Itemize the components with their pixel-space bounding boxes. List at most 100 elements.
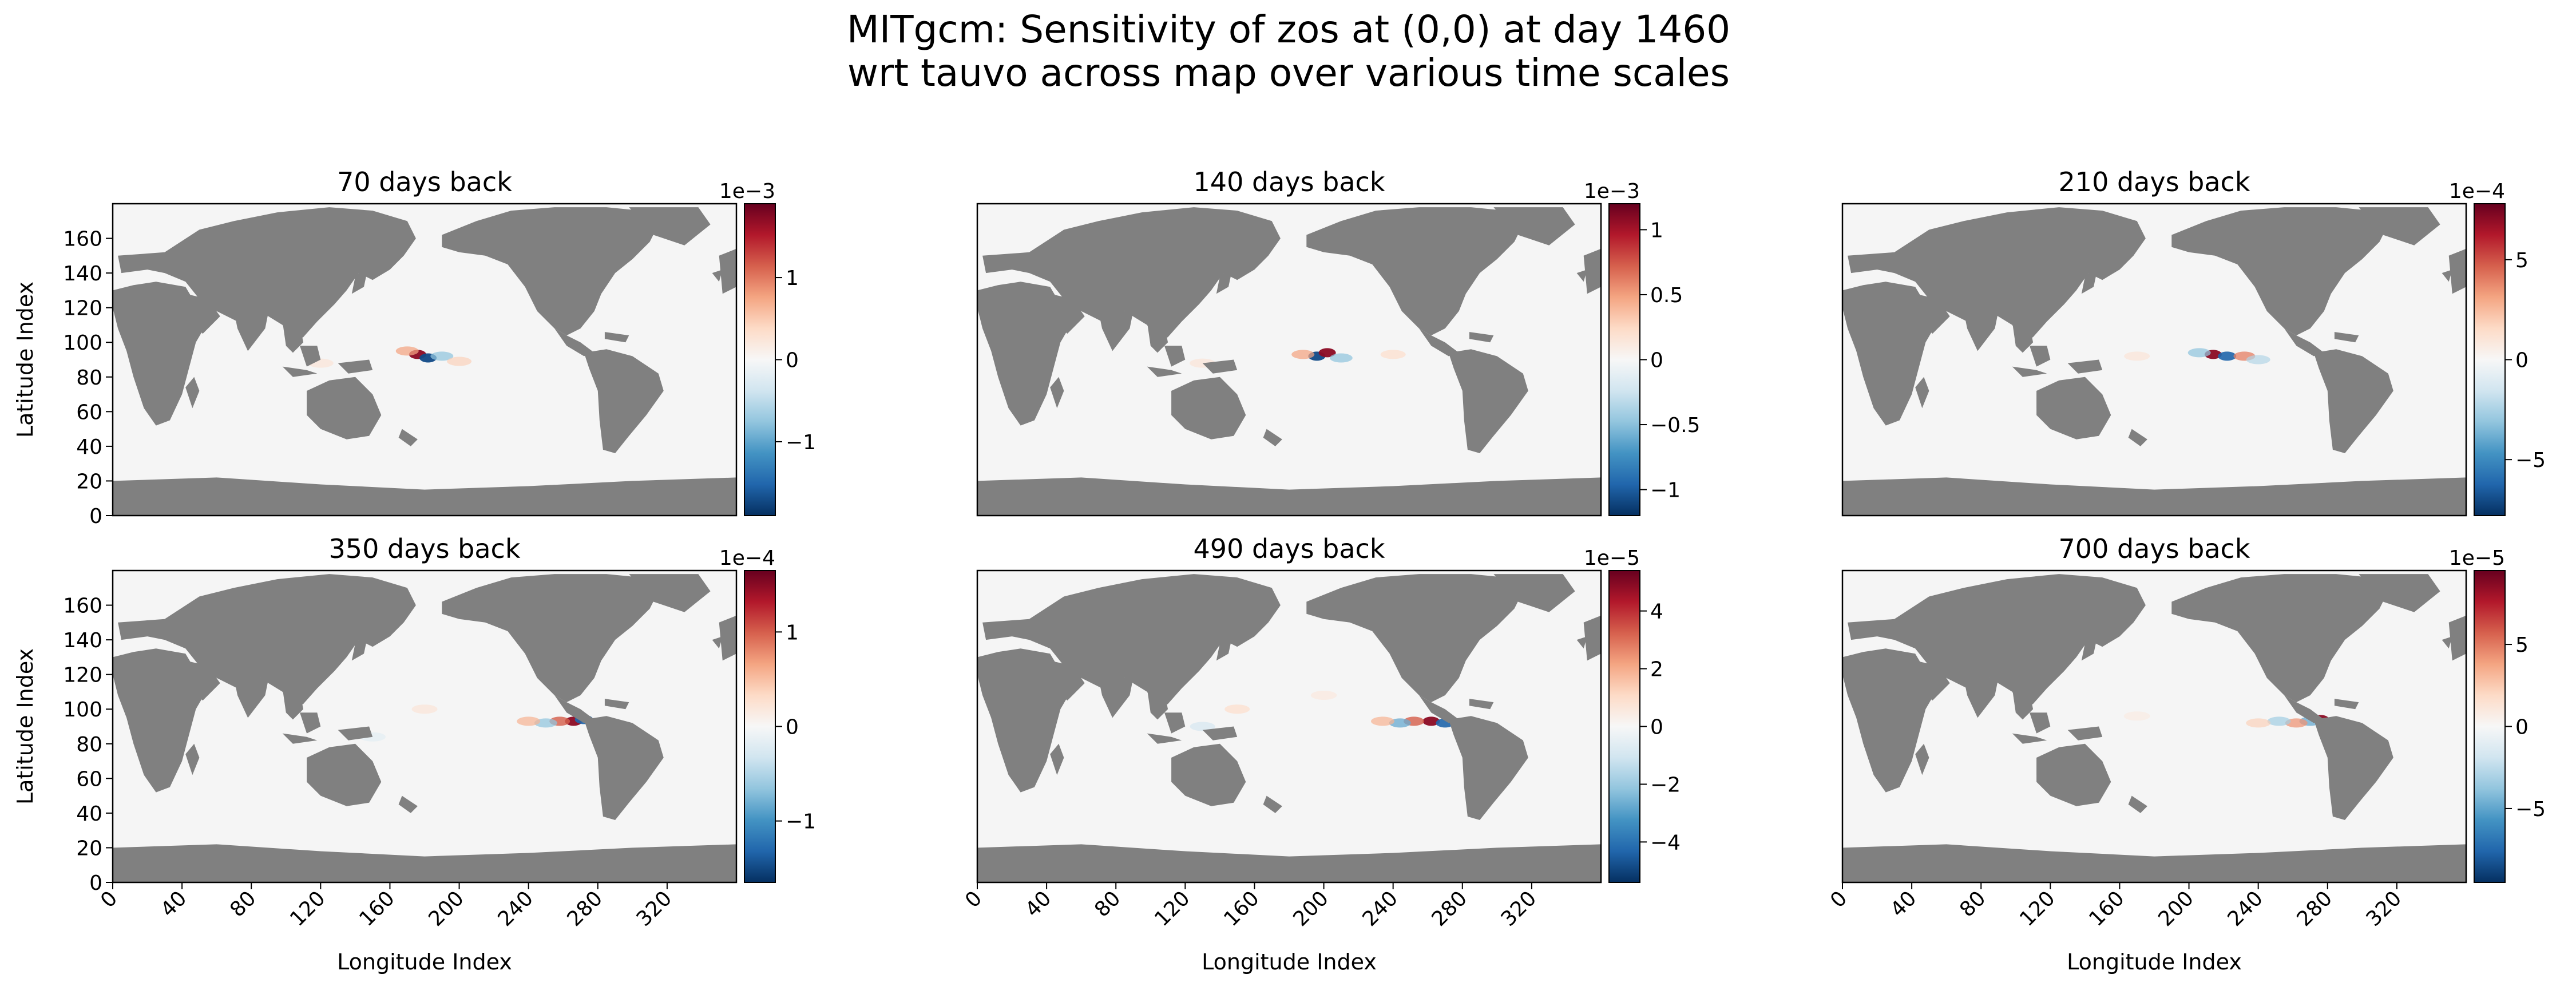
land-mask-17 [1448,349,1528,453]
x-tick-label: 200 [1289,886,1333,931]
land-mask-6 [1147,321,1168,353]
land-mask-14 [629,574,711,612]
x-tick-label: 320 [632,886,677,931]
sensitivity-feature-5 [2246,718,2271,728]
land-mask-8 [2012,366,2047,377]
colorbar-tick-label: 2 [1650,658,1663,682]
land-mask-10 [1216,262,1234,294]
land-mask-4 [1915,294,1950,334]
land-mask-11 [1171,377,1246,439]
land-mask-20 [977,477,1601,516]
sensitivity-feature-3 [395,346,419,356]
figure-title-line1: MITgcm: Sensitivity of zos at (0,0) at d… [847,7,1730,52]
colorbar-gradient [1608,570,1640,883]
land-mask-4 [1915,660,1950,701]
land-mask-19 [719,248,736,294]
colorbar-exponent: 1e−4 [719,546,775,570]
panel-6: 700 days back 0 40 80 120 160 200 240 280 320 Long… [1826,533,2546,975]
x-tick-label: 320 [1497,886,1541,931]
colorbar-gradient [744,203,776,516]
land-mask-9 [1202,359,1238,374]
colorbar-tick-label: −0.5 [1650,414,1700,437]
figure-title-line2: wrt tauvo across map over various time s… [847,51,1730,95]
sensitivity-feature-1 [1422,716,1440,726]
land-mask-20 [1842,477,2466,516]
y-tick-label: 20 [76,470,102,493]
x-tick-label: 0 [1826,886,1852,912]
land-mask-18 [712,270,723,282]
land-mask-3 [1915,743,1929,775]
land-mask-19 [719,615,736,661]
x-tick-label: 40 [1021,886,1056,921]
panel-4: 350 days back020406080100120140160Latitu… [13,533,816,975]
land-mask-7 [300,712,321,734]
x-tick-label: 120 [2015,886,2060,931]
y-tick-label: 100 [63,331,102,355]
land-mask-5 [1098,678,1134,718]
land-mask-1 [118,207,416,343]
y-tick-label: 120 [63,297,102,320]
colorbar-exponent: 1e−4 [2449,180,2505,203]
land-mask-11 [2036,743,2111,806]
land-mask-9 [338,726,373,740]
land-mask-17 [584,349,664,453]
land-mask-3 [185,743,200,775]
x-axis-label: Longitude Index [1202,949,1377,975]
colorbar-tick-label: 1 [786,621,799,644]
land-mask-2 [977,282,1073,426]
x-tick-label: 240 [493,886,538,931]
colorbar-exponent: 1e−5 [2449,546,2505,570]
colorbar-tick-label: 1 [1650,219,1663,242]
land-mask-16 [2334,332,2359,343]
sensitivity-feature-6 [1224,704,1250,714]
land-mask-5 [1963,311,1999,351]
land-mask-18 [1576,270,1587,282]
plot-area [1842,204,2466,516]
colorbar-tick-label: −2 [1650,773,1681,797]
y-tick-label: 80 [76,733,102,757]
colorbar-tick-label: −1 [786,810,816,834]
land-mask-3 [185,377,200,409]
land-mask-20 [113,477,736,516]
land-mask-5 [1963,678,1999,718]
colorbar-tick-label: −5 [2515,798,2546,821]
land-mask-4 [1050,294,1085,334]
land-mask-15 [2284,695,2324,723]
land-mask-13 [1306,574,1523,703]
colorbar-tick-label: 5 [2515,633,2529,657]
land-mask-9 [1202,726,1238,740]
axes-frame [1841,203,2467,517]
x-tick-label: 160 [2084,886,2129,931]
sensitivity-feature-5 [517,716,541,726]
land-mask-2 [1842,648,1938,793]
colorbar-tick-label: −1 [786,431,816,454]
land-mask-18 [2442,270,2452,282]
land-mask-17 [584,716,664,820]
land-mask-8 [2012,733,2047,744]
x-tick-label: 120 [1150,886,1195,931]
plot-area [977,204,1601,516]
sensitivity-feature-3 [2187,348,2211,358]
sensitivity-feature-4 [1329,353,1353,363]
colorbar-exponent: 1e−5 [1584,546,1640,570]
land-mask-19 [1583,615,1601,661]
land-mask-7 [300,346,321,367]
x-tick-label: 160 [1219,886,1264,931]
land-mask-14 [1493,574,1575,612]
land-mask-10 [351,629,370,661]
colorbar-tick-label: 4 [1650,600,1663,624]
colorbar-gradient [2474,203,2506,516]
land-mask-3 [1050,743,1064,775]
land-mask-14 [2359,574,2440,612]
land-mask-13 [442,207,659,336]
land-mask-20 [113,844,736,882]
land-mask-20 [1842,844,2466,882]
axes-frame [112,203,738,517]
y-tick-label: 0 [89,505,102,528]
y-tick-label: 140 [63,629,102,652]
y-axis-label: Latitude Index [13,648,38,805]
x-tick-label: 200 [2154,886,2198,931]
land-mask-9 [2067,726,2103,740]
land-mask-8 [1147,366,1182,377]
